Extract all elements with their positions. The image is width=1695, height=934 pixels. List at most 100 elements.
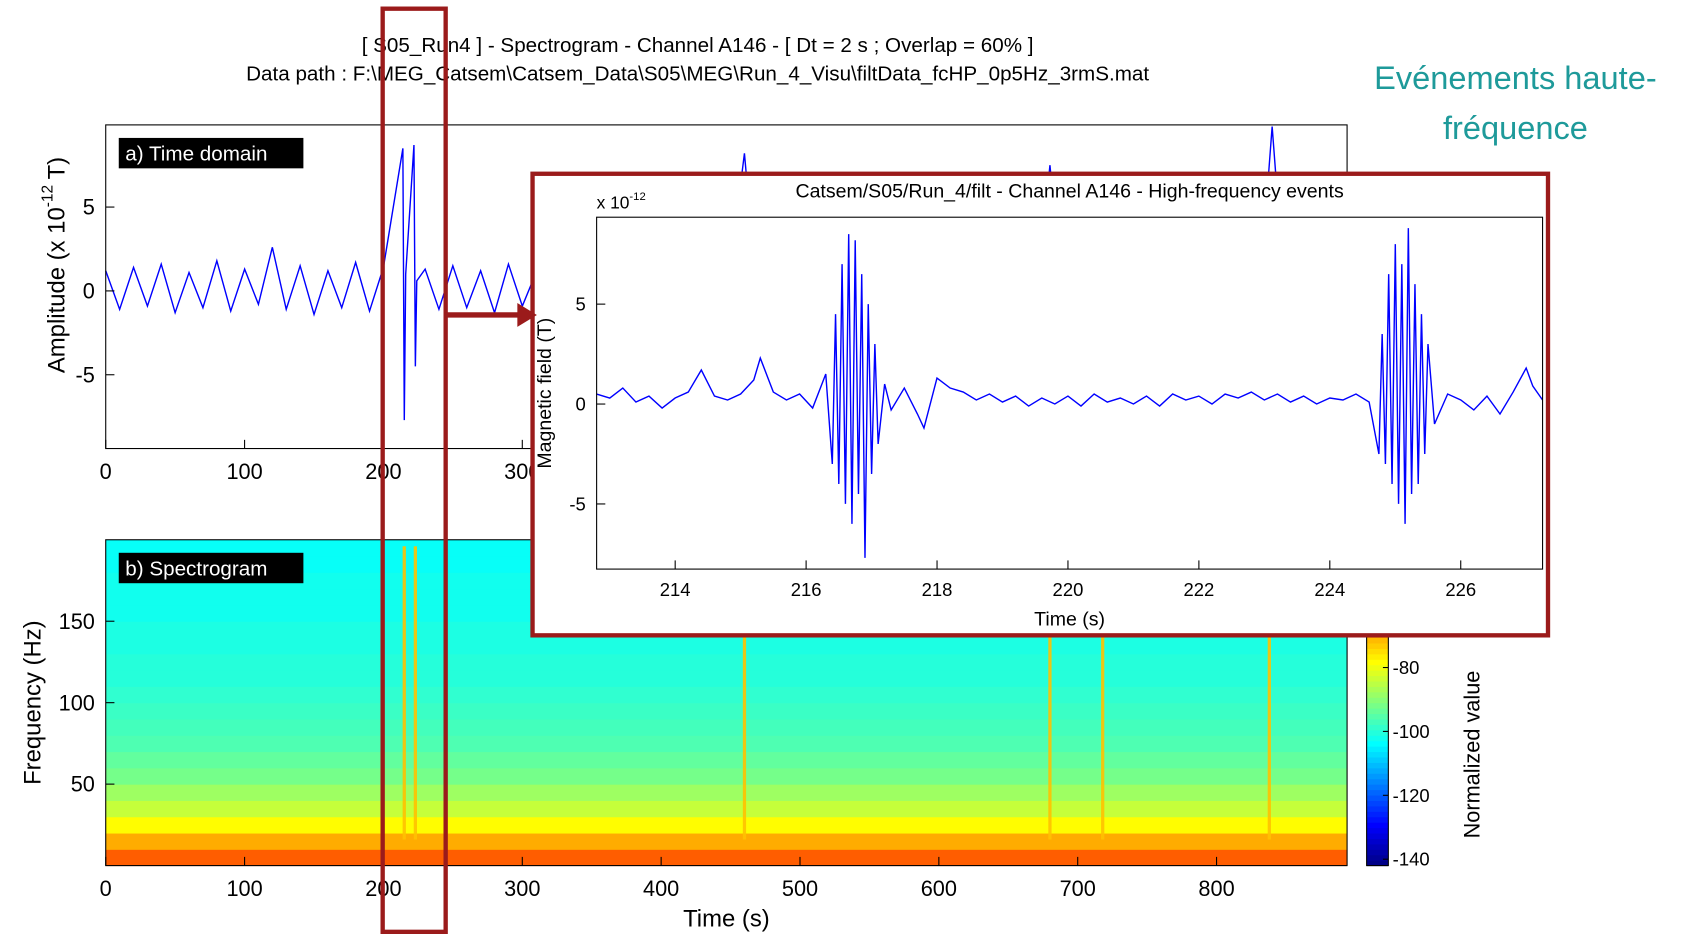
colorbar-swatch	[1366, 713, 1389, 720]
colorbar-swatch	[1366, 756, 1389, 763]
colorbar-swatch	[1366, 697, 1389, 704]
heatmap-cell	[105, 767, 1348, 785]
axis-label: x 10-12	[597, 191, 646, 213]
x-tick-label: 218	[922, 579, 953, 600]
event-band	[1048, 546, 1052, 840]
colorbar-swatch	[1366, 843, 1389, 850]
y-tick-label: 5	[575, 294, 585, 315]
x-tick-label: 100	[226, 459, 262, 484]
colorbar-swatch	[1366, 784, 1389, 791]
y-tick-label: 100	[59, 690, 95, 715]
colorbar-swatch	[1366, 702, 1389, 709]
y-tick-label: -5	[76, 362, 95, 387]
colorbar-swatch	[1366, 653, 1389, 660]
label-text: x 10	[597, 193, 630, 213]
x-tick-label: 0	[100, 876, 112, 901]
y-tick-label: 0	[575, 394, 585, 415]
highlight-box	[380, 6, 448, 934]
colorbar-swatch	[1366, 659, 1389, 666]
inset-title: Catsem/S05/Run_4/filt - Channel A146 - H…	[795, 181, 1343, 203]
annotation: fréquence	[1443, 110, 1588, 146]
x-tick-label: 222	[1183, 579, 1214, 600]
event-band	[1101, 546, 1105, 840]
x-tick-label: 700	[1060, 876, 1096, 901]
heatmap-cell	[105, 849, 1348, 867]
y-axis-label: Frequency (Hz)	[20, 620, 47, 785]
event-band	[742, 546, 747, 840]
plot-frame	[596, 216, 1544, 570]
colorbar-swatch	[1366, 724, 1389, 731]
colorbar-swatch	[1366, 800, 1389, 807]
x-tick-label: 214	[660, 579, 691, 600]
colorbar-tick-label: -100	[1393, 721, 1430, 742]
colorbar-swatch	[1366, 794, 1389, 801]
x-tick-label: 220	[1053, 579, 1084, 600]
x-tick-label: 216	[791, 579, 822, 600]
colorbar-swatch	[1366, 648, 1389, 655]
heatmap-cell	[105, 686, 1348, 704]
figure-title: [ S05_Run4 ] - Spectrogram - Channel A14…	[362, 34, 1034, 57]
heatmap-cell	[105, 718, 1348, 736]
x-tick-label: 0	[100, 459, 112, 484]
heatmap-cell	[105, 702, 1348, 720]
heatmap-cell	[105, 832, 1348, 850]
colorbar-swatch	[1366, 860, 1389, 867]
heatmap-cell	[105, 800, 1348, 818]
colorbar-swatch	[1366, 778, 1389, 785]
panel-label: b) Spectrogram	[125, 558, 267, 581]
x-tick-label: 226	[1445, 579, 1476, 600]
x-axis-label: Time (s)	[683, 905, 770, 932]
signal-line	[596, 228, 1544, 558]
x-tick-label: 800	[1198, 876, 1234, 901]
colorbar-swatch	[1366, 746, 1389, 753]
colorbar-swatch	[1366, 767, 1389, 774]
figure-subtitle: Data path : F:\MEG_Catsem\Catsem_Data\S0…	[246, 62, 1149, 85]
y-tick-label: -5	[569, 493, 585, 514]
y-tick-label: 50	[71, 772, 95, 797]
panel-label-bg	[118, 552, 304, 584]
panel-label-bg	[118, 137, 304, 169]
colorbar-swatch	[1366, 751, 1389, 758]
colorbar-swatch	[1366, 686, 1389, 693]
colorbar-label: Normalized value	[1460, 671, 1485, 839]
panel-label: a) Time domain	[125, 143, 267, 166]
event-band	[1267, 546, 1271, 840]
colorbar-swatch	[1366, 832, 1389, 839]
axis-label: Amplitude (x 10-12 T)	[40, 157, 71, 373]
label-text: Amplitude (x 10	[43, 207, 70, 373]
colorbar-swatch	[1366, 740, 1389, 747]
y-tick-label: 0	[83, 279, 95, 304]
heatmap-cell	[105, 784, 1348, 801]
colorbar-swatch	[1366, 637, 1389, 644]
heatmap-cell	[105, 637, 1348, 655]
colorbar-swatch	[1366, 762, 1389, 769]
x-tick-label: 100	[226, 876, 262, 901]
colorbar-tick-label: -80	[1393, 657, 1420, 678]
x-tick-label: 500	[782, 876, 818, 901]
arrow-head	[517, 303, 537, 327]
colorbar-swatch	[1366, 708, 1389, 715]
colorbar-swatch	[1366, 854, 1389, 861]
heatmap-cell	[105, 653, 1348, 671]
x-tick-label: 300	[504, 876, 540, 901]
colorbar-swatch	[1366, 718, 1389, 725]
colorbar-swatch	[1366, 680, 1389, 687]
colorbar-swatch	[1366, 822, 1389, 829]
colorbar-swatch	[1366, 729, 1389, 736]
event-band	[402, 546, 406, 840]
event-band	[413, 546, 418, 840]
overlay	[380, 6, 537, 934]
colorbar-swatch	[1366, 675, 1389, 682]
x-tick-label: 600	[921, 876, 957, 901]
heatmap-cell	[105, 735, 1348, 753]
label-exponent: -12	[629, 191, 645, 203]
colorbar-swatch	[1366, 670, 1389, 677]
colorbar-swatch	[1366, 816, 1389, 823]
y-axis-label: Magnetic field (T)	[534, 318, 556, 469]
y-tick-label: 5	[83, 195, 95, 220]
colorbar-swatch	[1366, 811, 1389, 818]
x-axis-label: Time (s)	[1034, 609, 1105, 631]
